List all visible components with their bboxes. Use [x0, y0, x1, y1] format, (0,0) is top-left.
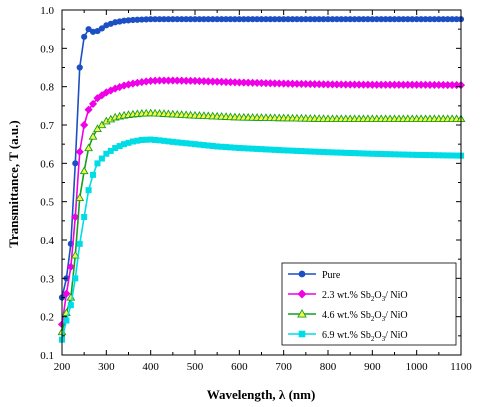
- x-tick-label: 700: [275, 361, 292, 373]
- series-1: [58, 16, 465, 301]
- data-point: [72, 160, 79, 167]
- data-point: [67, 302, 74, 309]
- y-tick-label: 1.0: [40, 5, 54, 17]
- data-point: [66, 262, 75, 271]
- legend-marker: [298, 330, 306, 338]
- data-point: [70, 250, 80, 259]
- data-point: [97, 120, 107, 129]
- x-tick-label: 1000: [406, 361, 429, 373]
- data-point: [84, 105, 93, 114]
- data-point: [94, 27, 101, 35]
- y-tick-label: 0.9: [40, 43, 54, 55]
- data-point: [81, 214, 88, 221]
- x-tick-label: 900: [364, 361, 381, 373]
- legend-marker: [297, 309, 307, 318]
- series-line: [61, 18, 461, 298]
- y-tick-label: 0.5: [40, 197, 54, 209]
- data-point: [62, 289, 71, 298]
- x-tick-label: 800: [320, 361, 337, 373]
- data-point: [84, 143, 94, 152]
- legend-label: Pure: [322, 270, 341, 281]
- legend-label: 6.9 wt.% Sb2O3/ NiO: [322, 330, 408, 343]
- data-point: [76, 64, 83, 71]
- data-point: [93, 124, 102, 133]
- legend: Pure 2.3 wt.% Sb2O3/ NiO 4.6 wt.% Sb2O3/ N…: [281, 262, 457, 346]
- data-point: [90, 171, 97, 178]
- y-tick-label: 0.4: [40, 235, 54, 247]
- y-tick-label: 0.1: [40, 350, 54, 362]
- legend-box: [281, 262, 457, 346]
- y-tick-label: 0.8: [40, 82, 54, 94]
- legend-marker: [298, 270, 306, 278]
- data-point: [88, 131, 98, 140]
- series-3: [57, 108, 466, 336]
- legend-marker: [297, 289, 307, 299]
- data-point: [63, 317, 70, 324]
- x-tick-label: 500: [187, 361, 204, 373]
- y-axis-title: Transmittance, T (a.u.): [6, 120, 21, 247]
- data-point: [94, 160, 101, 167]
- series-2: [57, 76, 466, 329]
- data-point: [72, 275, 79, 282]
- data-point: [75, 147, 84, 156]
- x-tick-label: 600: [231, 361, 248, 373]
- legend-label: 2.3 wt.% Sb2O3/ NiO: [322, 290, 408, 303]
- data-point: [75, 193, 85, 202]
- data-point: [98, 25, 106, 32]
- data-point: [81, 33, 88, 40]
- data-point: [80, 120, 89, 130]
- data-point: [76, 240, 83, 247]
- x-axis-title: Wavelength, λ (nm): [207, 387, 316, 402]
- data-point: [85, 26, 92, 33]
- y-tick-label: 0.6: [40, 158, 54, 170]
- x-tick-label: 1100: [450, 361, 472, 373]
- y-tick-label: 0.7: [40, 120, 54, 132]
- legend-label: 4.6 wt.% Sb2O3/ NiO: [322, 310, 408, 323]
- series-4: [58, 136, 464, 343]
- x-tick-label: 400: [142, 361, 159, 373]
- data-point: [88, 99, 98, 108]
- data-point: [98, 155, 105, 162]
- data-point: [79, 166, 89, 175]
- x-tick-label: 200: [54, 361, 71, 373]
- x-tick-label: 300: [98, 361, 115, 373]
- y-tick-label: 0.3: [40, 273, 54, 285]
- data-point: [85, 187, 92, 194]
- y-tick-label: 0.2: [40, 312, 54, 324]
